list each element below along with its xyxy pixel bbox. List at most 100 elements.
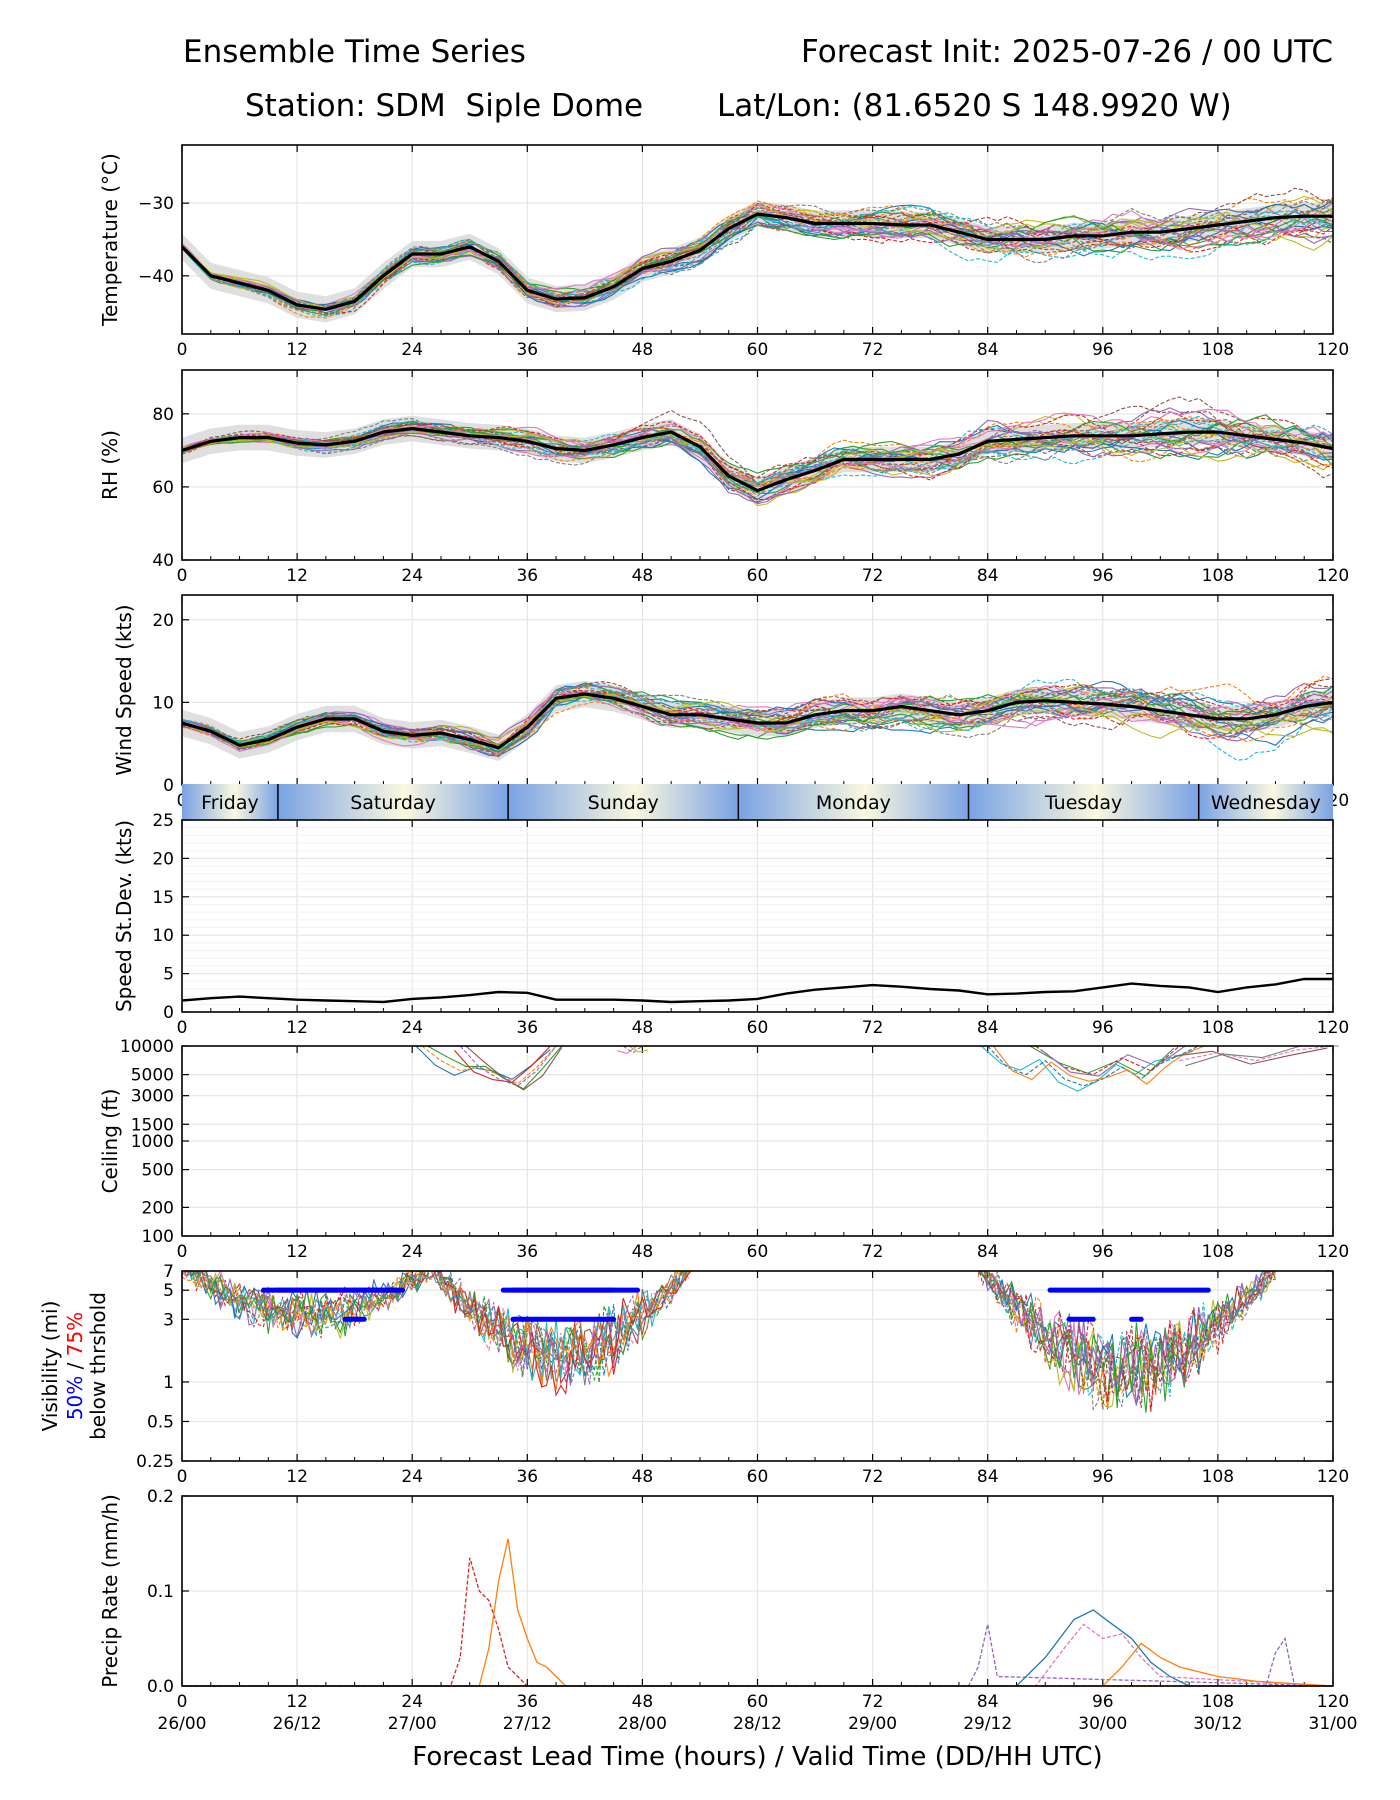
valid-time-label: 27/00 xyxy=(388,1714,437,1734)
rh-member-line xyxy=(182,416,1333,485)
day-band-segment xyxy=(968,784,1199,820)
visibility-xtick-label: 36 xyxy=(516,1467,538,1487)
visibility-member-line xyxy=(437,1271,685,1381)
visibility-member-line xyxy=(977,1271,1275,1406)
precip-member-line xyxy=(182,1642,1334,1687)
ceiling-ytick-label: 200 xyxy=(142,1198,174,1218)
ceiling-member-line xyxy=(628,1045,649,1053)
valid-time-label: 26/00 xyxy=(158,1714,207,1734)
ceiling-frame xyxy=(181,1045,1334,1237)
precip-xtick-label: 36 xyxy=(516,1692,538,1712)
valid-time-label: 28/00 xyxy=(618,1714,667,1734)
ceiling-member-line xyxy=(459,1045,557,1087)
speed_stdev-xtick-label: 120 xyxy=(1317,1018,1349,1038)
wind_speed-member-line xyxy=(182,690,1333,749)
rh-member-line xyxy=(182,415,1333,484)
temperature-member-line xyxy=(182,187,1333,311)
valid-time-label: 28/12 xyxy=(733,1714,782,1734)
temperature-xtick-label: 84 xyxy=(977,340,999,360)
valid-time-label: 26/12 xyxy=(273,1714,322,1734)
precip-xtick-label: 48 xyxy=(632,1692,654,1712)
ceiling-member-line xyxy=(981,1046,1194,1092)
visibility-member-line xyxy=(983,1271,1276,1396)
wind_speed-member-line xyxy=(182,683,1333,754)
rh-member-line xyxy=(182,419,1333,504)
rh-frame xyxy=(181,369,1334,561)
precip_rate-ytick-label: 0.1 xyxy=(147,1582,174,1602)
ceiling-member-line xyxy=(622,1045,643,1054)
precip-xtick-label: 72 xyxy=(862,1692,884,1712)
temperature-xtick-label: 36 xyxy=(516,340,538,360)
rh-member-line xyxy=(182,414,1333,474)
temperature-xtick-label: 12 xyxy=(286,340,308,360)
ceiling-xtick-label: 60 xyxy=(747,1242,769,1262)
visibility-ytick-label: 0.25 xyxy=(136,1452,174,1472)
valid-time-label: 29/00 xyxy=(848,1714,897,1734)
rh-xtick-label: 36 xyxy=(516,566,538,586)
visibility-ylabel: Visibility (mi) xyxy=(38,1301,62,1432)
speed_stdev-xtick-label: 72 xyxy=(862,1018,884,1038)
visibility-50-label: 50% xyxy=(63,1376,87,1420)
precip_rate-ylabel: Precip Rate (mm/h) xyxy=(98,1494,122,1688)
precip-xtick-label: 108 xyxy=(1202,1692,1234,1712)
visibility-member-line xyxy=(984,1271,1266,1397)
temperature-xtick-label: 0 xyxy=(177,340,188,360)
visibility-ytick-label: 0.5 xyxy=(147,1412,174,1432)
visibility-threshold-label: 50% / 75% xyxy=(63,1312,87,1420)
visibility-frame xyxy=(181,1270,1334,1462)
precip-xtick-label: 60 xyxy=(747,1692,769,1712)
visibility-below-label: below thrshold xyxy=(86,1292,110,1440)
rh-xtick-label: 96 xyxy=(1092,566,1114,586)
speed_stdev-xtick-label: 108 xyxy=(1202,1018,1234,1038)
valid-time-label: 30/12 xyxy=(1193,1714,1242,1734)
valid-time-label: 31/00 xyxy=(1309,1714,1358,1734)
temperature-xtick-label: 108 xyxy=(1202,340,1234,360)
wind_speed-member-line xyxy=(182,692,1333,748)
speed_stdev-ylabel: Speed St.Dev. (kts) xyxy=(112,820,136,1012)
precip-xtick-label: 120 xyxy=(1317,1692,1349,1712)
ceiling-xtick-label: 12 xyxy=(286,1242,308,1262)
temperature-xtick-label: 24 xyxy=(401,340,423,360)
visibility-member-line xyxy=(980,1271,1276,1409)
visibility-xtick-label: 48 xyxy=(632,1467,654,1487)
latlon-label: Lat/Lon: (81.6520 S 148.9920 W) xyxy=(717,88,1232,124)
visibility-xtick-label: 60 xyxy=(747,1467,769,1487)
precip-xtick-label: 24 xyxy=(401,1692,423,1712)
speed-stdev-line xyxy=(181,977,1333,1004)
temperature-ylabel: Temperature (°C) xyxy=(98,153,122,327)
speed_stdev-xtick-label: 48 xyxy=(632,1018,654,1038)
precip-member-line xyxy=(182,1609,1333,1687)
visibility-ytick-label: 3 xyxy=(163,1310,174,1330)
rh-xtick-label: 72 xyxy=(862,566,884,586)
visibility-member-line xyxy=(430,1271,691,1397)
temperature-xtick-label: 60 xyxy=(747,340,769,360)
precip-xtick-label: 0 xyxy=(177,1692,188,1712)
ceiling-xtick-label: 108 xyxy=(1202,1242,1234,1262)
ceiling-ytick-label: 1500 xyxy=(131,1115,174,1135)
x-axis-title: Forecast Lead Time (hours) / Valid Time … xyxy=(412,1742,1102,1772)
visibility-sep-label: / xyxy=(63,1356,87,1375)
speed_stdev-frame xyxy=(181,819,1334,1013)
temperature-xtick-label: 96 xyxy=(1092,340,1114,360)
ceiling-member-line xyxy=(1173,1047,1328,1065)
precip-xtick-label: 84 xyxy=(977,1692,999,1712)
visibility-75-label: 75% xyxy=(63,1312,87,1356)
rh-ytick-label: 40 xyxy=(152,551,174,571)
day-band-segment xyxy=(182,784,278,820)
valid-time-label: 29/12 xyxy=(963,1714,1012,1734)
temperature-ytick-label: −30 xyxy=(138,194,174,214)
valid-time-label: 27/12 xyxy=(503,1714,552,1734)
precip-member-line xyxy=(182,1538,1333,1687)
day-band-segment xyxy=(738,784,969,820)
ceiling-xtick-label: 96 xyxy=(1092,1242,1114,1262)
temperature-xtick-label: 72 xyxy=(862,340,884,360)
ceiling-member-line xyxy=(1185,1045,1339,1067)
temperature-frame xyxy=(181,144,1334,335)
visibility-ytick-label: 7 xyxy=(163,1262,174,1282)
rh-ytick-label: 60 xyxy=(152,478,174,498)
chart-title-right: Forecast Init: 2025-07-26 / 00 UTC xyxy=(801,34,1333,70)
ceiling-xtick-label: 0 xyxy=(177,1242,188,1262)
temperature-member-line xyxy=(182,207,1333,315)
station-label: Station: SDM Siple Dome xyxy=(245,88,644,124)
day-label: Tuesday xyxy=(1044,792,1122,814)
